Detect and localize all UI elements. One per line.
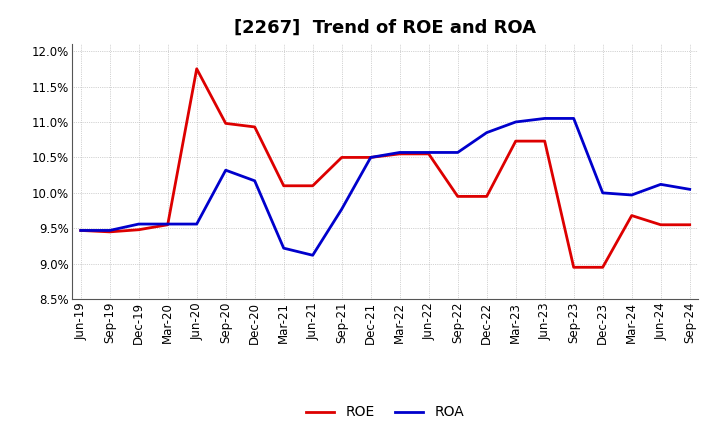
ROA xyxy=(424,150,433,155)
ROE xyxy=(657,222,665,227)
ROA xyxy=(279,246,288,251)
ROA xyxy=(395,150,404,155)
ROA xyxy=(221,168,230,173)
ROE xyxy=(482,194,491,199)
ROE xyxy=(454,194,462,199)
ROA xyxy=(570,116,578,121)
ROE xyxy=(511,139,520,144)
ROE xyxy=(76,228,85,233)
ROE xyxy=(395,151,404,157)
ROE xyxy=(338,155,346,160)
ROE xyxy=(366,155,375,160)
ROE xyxy=(221,121,230,126)
ROA xyxy=(105,228,114,233)
ROE xyxy=(570,265,578,270)
Line: ROA: ROA xyxy=(81,118,690,255)
ROE xyxy=(105,229,114,235)
ROE xyxy=(279,183,288,188)
ROA xyxy=(482,130,491,135)
ROE xyxy=(308,183,317,188)
ROA xyxy=(192,221,201,227)
ROE xyxy=(627,213,636,218)
ROA xyxy=(308,253,317,258)
ROE xyxy=(163,222,172,227)
ROA xyxy=(163,221,172,227)
ROA xyxy=(541,116,549,121)
ROE xyxy=(192,66,201,71)
ROE xyxy=(685,222,694,227)
ROE xyxy=(251,125,259,130)
ROA xyxy=(338,206,346,212)
ROA xyxy=(454,150,462,155)
ROA xyxy=(627,192,636,198)
ROA xyxy=(366,155,375,160)
ROA xyxy=(598,190,607,195)
ROA xyxy=(685,187,694,192)
ROE xyxy=(598,265,607,270)
Title: [2267]  Trend of ROE and ROA: [2267] Trend of ROE and ROA xyxy=(234,19,536,37)
ROE xyxy=(135,227,143,232)
ROE xyxy=(541,139,549,144)
ROE xyxy=(424,151,433,157)
Legend: ROE, ROA: ROE, ROA xyxy=(301,400,469,425)
ROA xyxy=(251,178,259,183)
ROA xyxy=(135,221,143,227)
ROA xyxy=(76,228,85,233)
ROA xyxy=(511,119,520,125)
Line: ROE: ROE xyxy=(81,69,690,268)
ROA xyxy=(657,182,665,187)
